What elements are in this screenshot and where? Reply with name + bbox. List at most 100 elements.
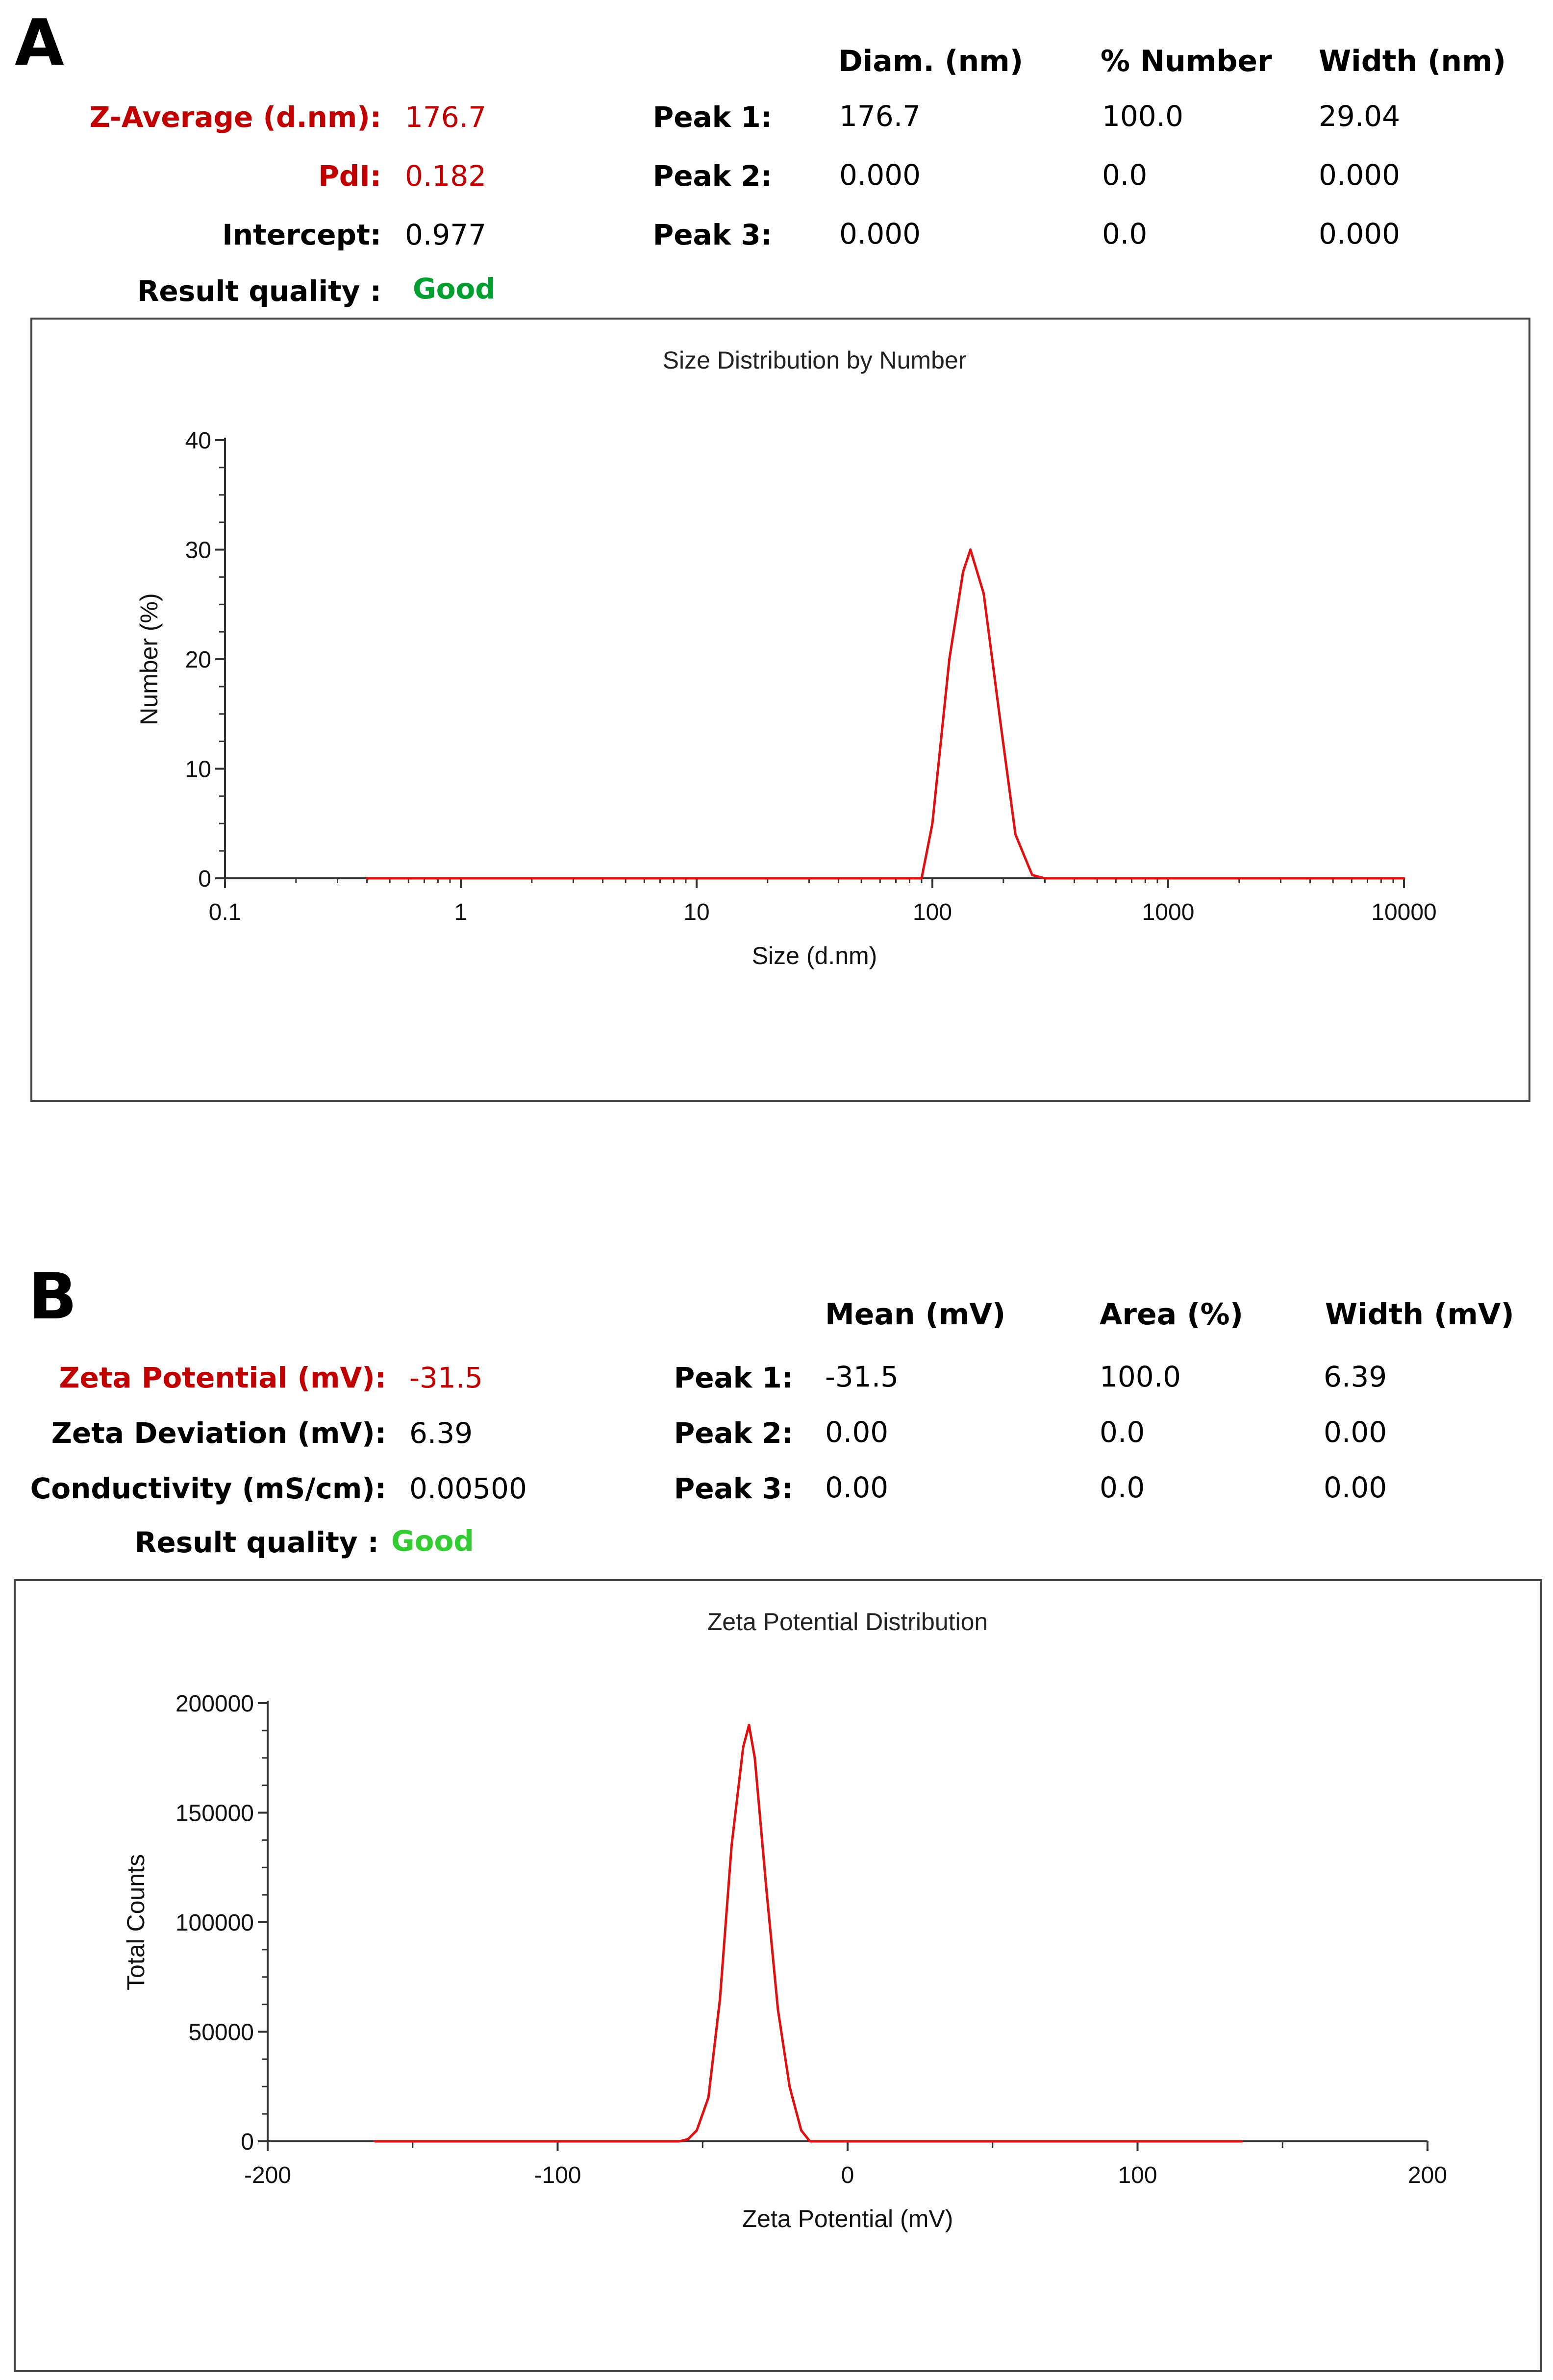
- series-line-0: [367, 548, 1404, 880]
- data-point: [788, 2085, 791, 2088]
- y-tick-label: 0: [241, 2129, 254, 2155]
- zeta-potential-value: -31.5: [409, 1361, 483, 1394]
- col-area-header: Area (%): [1100, 1297, 1244, 1332]
- result-quality-value: Good: [413, 272, 496, 305]
- data-point: [742, 1745, 745, 1748]
- peak-3-diam: 0.000: [839, 217, 921, 250]
- result-quality-b-label: Result quality :: [134, 1526, 379, 1559]
- data-point: [374, 2140, 376, 2143]
- data-point: [969, 548, 972, 551]
- data-point: [1014, 833, 1017, 836]
- y-tick-label: 40: [185, 428, 211, 454]
- data-point: [1000, 723, 1002, 726]
- x-tick-label: 10000: [1371, 899, 1436, 925]
- peak-2-mean: 0.00: [825, 1415, 889, 1449]
- zeta-deviation-value: 6.39: [409, 1416, 473, 1450]
- z-average-value: 176.7: [405, 100, 487, 134]
- data-point: [982, 592, 985, 595]
- x-tick-label: 1000: [1142, 899, 1195, 925]
- pdi-label: PdI:: [318, 159, 381, 193]
- peak-1-b-label: Peak 1:: [674, 1361, 793, 1394]
- data-point: [1031, 873, 1034, 876]
- data-point: [556, 2140, 559, 2143]
- chart-title-0: Size Distribution by Number: [663, 347, 967, 374]
- data-point: [800, 2129, 802, 2132]
- y-axis-label: Number (%): [135, 593, 163, 725]
- series-line-0: [375, 1724, 1242, 2143]
- data-point: [948, 658, 951, 661]
- data-point: [459, 877, 462, 880]
- data-point: [753, 1757, 756, 1760]
- y-tick-label: 150000: [175, 1801, 254, 1827]
- conductivity-value: 0.00500: [409, 1472, 527, 1505]
- data-point: [776, 2008, 779, 2011]
- zeta-distribution-chart-frame: Zeta Potential Distribution 0 50000 100000 1…: [14, 1579, 1542, 2372]
- peak-3-b-label: Peak 3:: [674, 1472, 793, 1505]
- x-tick-label: 1: [454, 899, 468, 925]
- peak-2-width: 0.000: [1319, 158, 1401, 192]
- pdi-value: 0.182: [405, 159, 487, 193]
- peak-2-b-label: Peak 2:: [674, 1416, 793, 1450]
- data-point: [1240, 2140, 1243, 2143]
- x-tick-label: 100: [913, 899, 952, 925]
- peak-3-pct: 0.0: [1102, 217, 1148, 250]
- zeta-potential-label: Zeta Potential (mV):: [59, 1361, 386, 1394]
- chart-title-1: Zeta Potential Distribution: [707, 1608, 988, 1636]
- peak-1-mean: -31.5: [825, 1360, 899, 1393]
- panel-a-letter: A: [15, 5, 64, 80]
- col-pct-header: % Number: [1101, 44, 1272, 78]
- peak-1-pct: 100.0: [1102, 99, 1184, 133]
- y-axis-label: Total Counts: [122, 1854, 150, 1990]
- data-point: [366, 877, 369, 880]
- y-tick-label: 0: [198, 866, 211, 892]
- col-diam-header: Diam. (nm): [838, 44, 1024, 78]
- x-tick-label: 200: [1408, 2162, 1447, 2188]
- y-tick-label: 200000: [175, 1691, 254, 1717]
- panel-b-letter: B: [28, 1259, 77, 1334]
- col-mean-header: Mean (mV): [825, 1297, 1006, 1332]
- data-point: [962, 570, 965, 573]
- data-point: [1403, 877, 1405, 880]
- peak-3-mean: 0.00: [825, 1471, 889, 1504]
- peak-3-area: 0.0: [1100, 1471, 1145, 1504]
- peak-1-width: 29.04: [1319, 99, 1401, 133]
- peak-1-label: Peak 1:: [652, 100, 772, 134]
- data-point: [719, 1997, 722, 2000]
- data-point: [920, 877, 923, 880]
- intercept-label: Intercept:: [222, 218, 381, 251]
- y-tick-label: 20: [185, 647, 211, 673]
- data-point: [707, 2096, 710, 2099]
- data-point: [695, 2129, 698, 2132]
- y-tick-label: 50000: [189, 2020, 254, 2046]
- zeta-distribution-chart: Zeta Potential Distribution 0 50000 100000 1…: [122, 1608, 1447, 2232]
- peak-3-label: Peak 3:: [652, 218, 772, 251]
- x-axis-label: Size (d.nm): [752, 942, 877, 969]
- data-point: [931, 822, 934, 825]
- x-tick-label: -200: [244, 2162, 291, 2188]
- size-distribution-chart: Size Distribution by Number 0 10 20 30 40 0.1 1…: [135, 347, 1437, 969]
- data-point: [1043, 877, 1046, 880]
- data-point: [1136, 2140, 1139, 2143]
- data-point: [695, 877, 698, 880]
- y-tick-label: 100000: [175, 1910, 254, 1936]
- x-axis-label: Zeta Potential (mV): [742, 2205, 953, 2232]
- data-point: [765, 1888, 768, 1891]
- x-tick-label: -100: [534, 2162, 581, 2188]
- col-width-header: Width (nm): [1319, 44, 1506, 78]
- intercept-value: 0.977: [405, 218, 487, 251]
- peak-1-width-mv: 6.39: [1324, 1360, 1387, 1393]
- peak-2-diam: 0.000: [839, 158, 921, 192]
- col-width-mv-header: Width (mV): [1325, 1297, 1514, 1332]
- result-quality-b-value: Good: [391, 1524, 474, 1558]
- data-point: [678, 2140, 681, 2143]
- z-average-label: Z-Average (d.nm):: [89, 100, 381, 134]
- data-point: [687, 2138, 690, 2141]
- data-point: [808, 2140, 811, 2143]
- size-distribution-chart-frame: Size Distribution by Number 0 10 20 30 40 0.1 1…: [30, 318, 1530, 1102]
- y-tick-label: 30: [185, 538, 211, 564]
- peak-1-diam: 176.7: [839, 99, 921, 133]
- y-tick-label: 10: [185, 757, 211, 783]
- x-tick-label: 100: [1118, 2162, 1157, 2188]
- zeta-deviation-label: Zeta Deviation (mV):: [51, 1416, 386, 1450]
- data-point: [730, 1844, 733, 1847]
